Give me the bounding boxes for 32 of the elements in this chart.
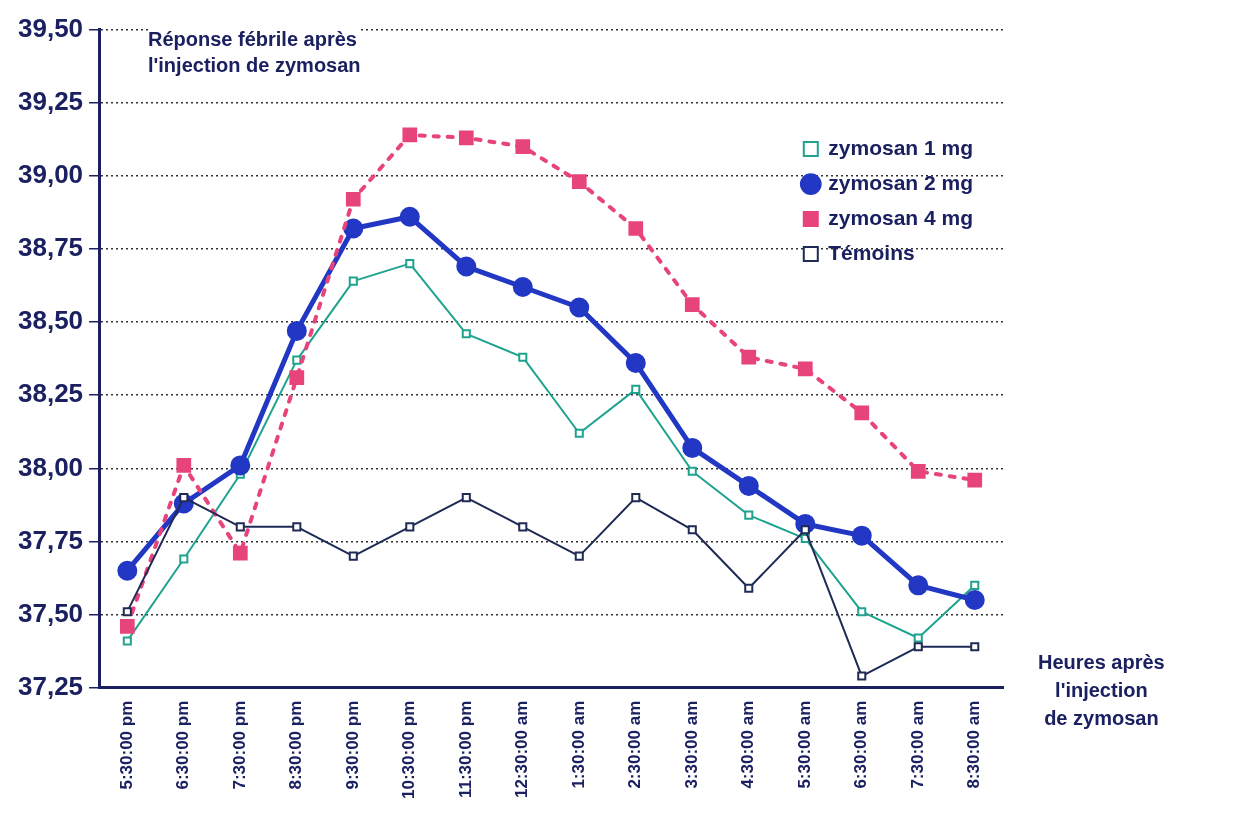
x-tick-label: 7:30:00 pm xyxy=(229,700,249,790)
y-tick-label: 39,00 xyxy=(17,159,84,190)
x-tick-label: 5:30:00 am xyxy=(794,700,814,789)
y-tick-label: 37,25 xyxy=(17,670,84,701)
x-tick-label: 4:30:00 am xyxy=(738,700,758,789)
legend-label: zymosan 1 mg xyxy=(828,135,974,159)
x-tick-label: 6:30:00 am xyxy=(851,700,871,789)
legend-label: Témoins xyxy=(828,240,915,264)
y-tick-label: 38,50 xyxy=(17,305,84,336)
y-tick-label: 38,00 xyxy=(17,451,84,482)
x-tick-label: 2:30:00 am xyxy=(625,700,645,789)
x-tick-label: 1:30:00 am xyxy=(568,700,588,789)
x-axis-title: Heures après l'injection de zymosan xyxy=(1038,650,1165,731)
text: Réponse fébrile après l'injection de zymosan xyxy=(148,26,361,78)
x-tick-label: 11:30:00 pm xyxy=(455,700,475,799)
y-tick-label: 37,50 xyxy=(17,597,84,628)
x-tick-label: 3:30:00 am xyxy=(681,700,701,789)
y-tick-label: 37,75 xyxy=(17,524,84,555)
x-tick-label: 8:30:00 am xyxy=(964,700,984,789)
y-tick-label: 39,50 xyxy=(17,12,84,43)
x-tick-label: 6:30:00 pm xyxy=(173,700,193,790)
x-tick-label: 9:30:00 pm xyxy=(342,700,362,790)
y-tick-label: 38,25 xyxy=(17,378,84,409)
y-tick-label: 39,25 xyxy=(17,85,84,116)
x-tick-label: 10:30:00 pm xyxy=(399,700,419,800)
y-tick-label: 38,75 xyxy=(17,232,84,263)
x-tick-label: 12:30:00 am xyxy=(512,700,532,799)
legend-label: zymosan 2 mg xyxy=(828,170,974,194)
legend-label: zymosan 4 mg xyxy=(828,205,974,229)
x-tick-label: 7:30:00 am xyxy=(907,700,927,789)
x-tick-label: 5:30:00 pm xyxy=(117,700,136,790)
x-tick-label: 8:30:00 pm xyxy=(286,700,306,790)
